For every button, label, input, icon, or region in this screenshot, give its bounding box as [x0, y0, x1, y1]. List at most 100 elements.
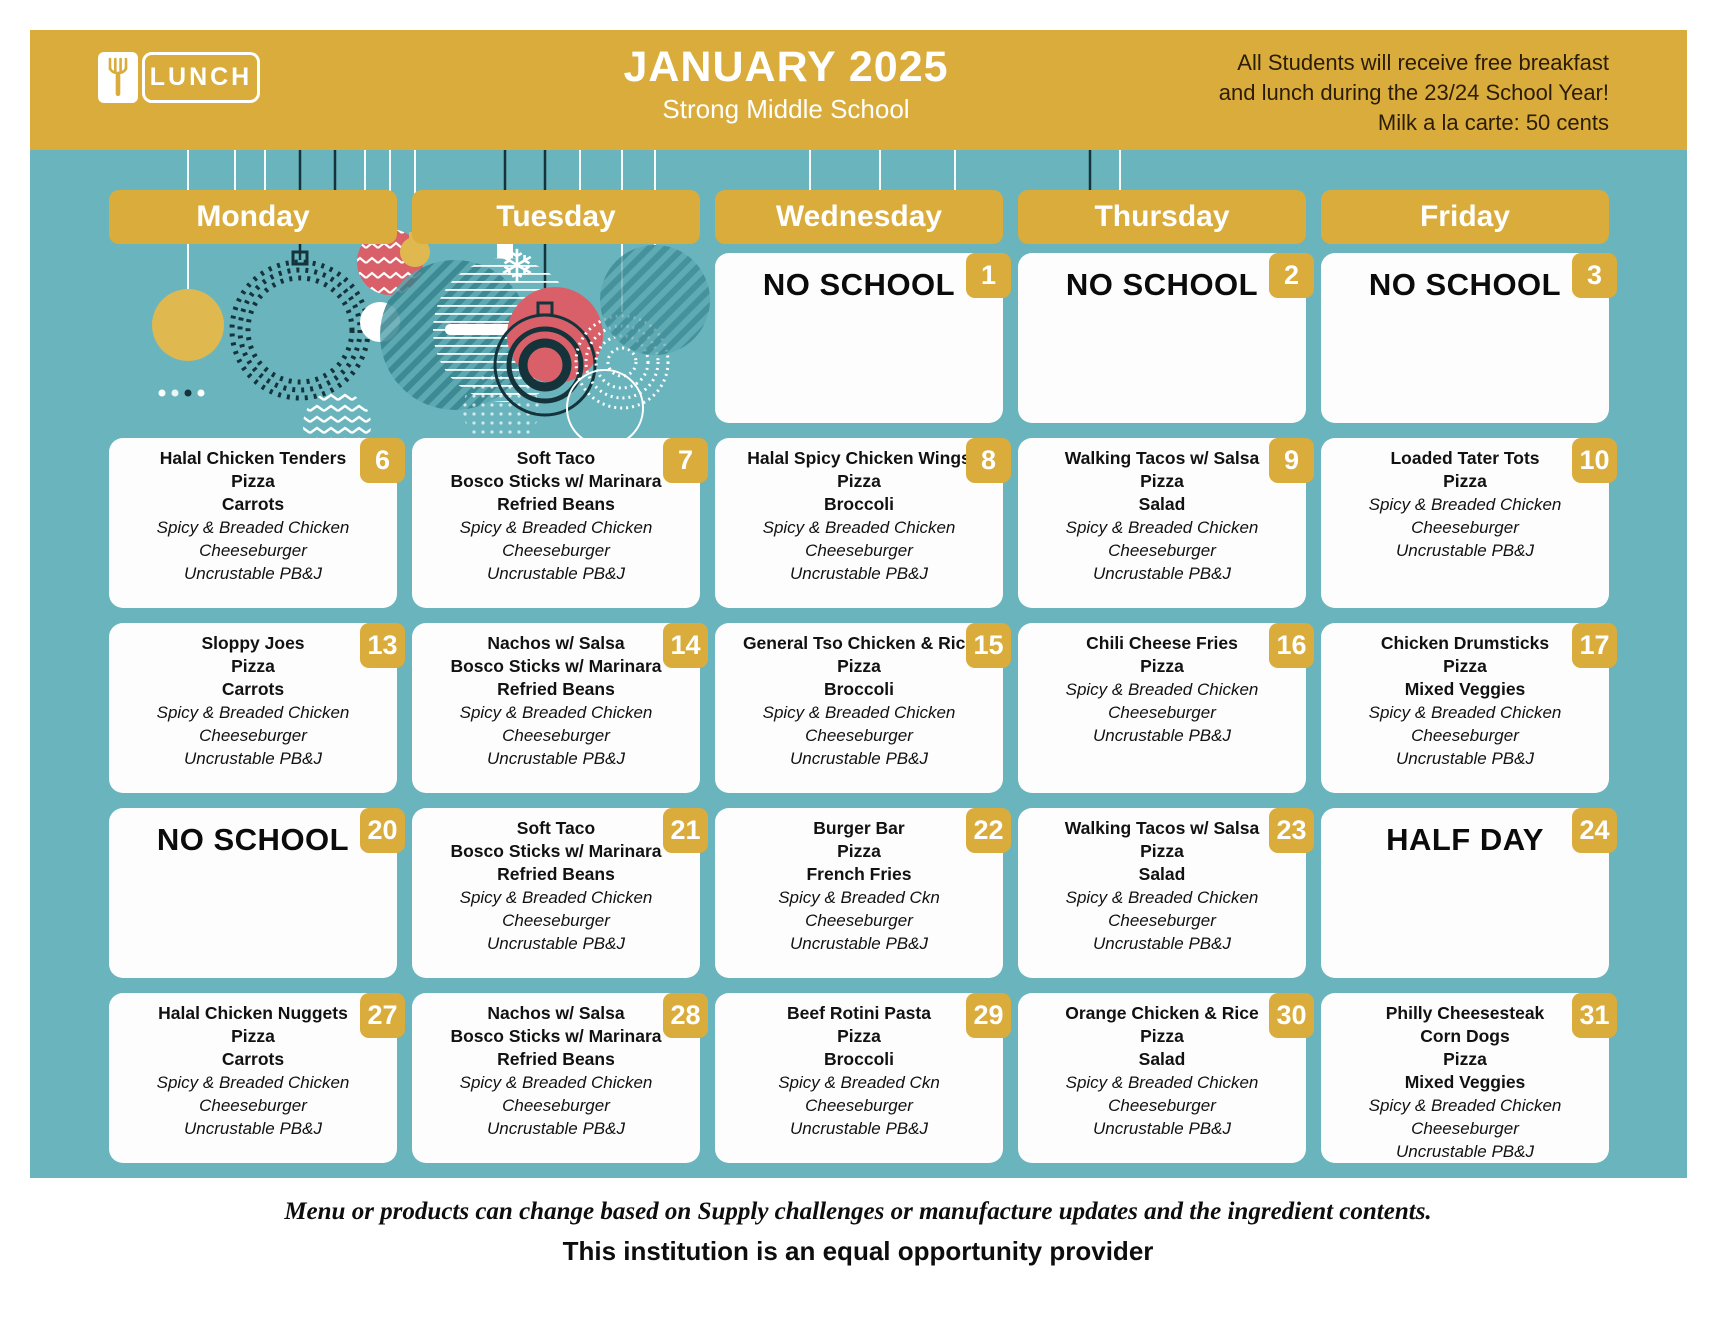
- menu-entree: Pizza: [1140, 1026, 1184, 1046]
- header-bar: LUNCH JANUARY 2025 Strong Middle School …: [30, 30, 1687, 150]
- header-note: All Students will receive free breakfast…: [1219, 48, 1609, 138]
- lunch-logo-label: LUNCH: [149, 63, 253, 91]
- menu-entree: Salad: [1138, 864, 1186, 884]
- special-day-label: NO SCHOOL: [762, 267, 956, 302]
- menu-alternate: Cheeseburger: [1411, 1119, 1519, 1138]
- menu-entree: Pizza: [231, 471, 275, 491]
- day-number-badge: 16: [1269, 623, 1314, 668]
- menu-items: Halal Chicken Nuggets Pizza Carrots Spicy &…: [109, 993, 397, 1140]
- weekday-header-wednesday: Wednesday: [715, 190, 1003, 244]
- menu-entree: Soft Taco: [516, 448, 596, 468]
- menu-alternate: Cheeseburger: [1108, 703, 1216, 722]
- fork-icon-glyph: [108, 57, 128, 96]
- calendar-day-cell-13: 13 Sloppy Joes Pizza Carrots Spicy & Breade…: [109, 623, 405, 793]
- menu-entree: Salad: [1138, 1049, 1186, 1069]
- menu-items: Philly Cheesesteak Corn Dogs Pizza Mixed Ve…: [1321, 993, 1609, 1163]
- menu-alternate: Spicy & Breaded Ckn: [778, 888, 940, 907]
- menu-entree: General Tso Chicken & Rice: [742, 633, 976, 653]
- menu-alternate: Spicy & Breaded Chicken: [459, 888, 653, 907]
- menu-alternate: Cheeseburger: [1108, 541, 1216, 560]
- header-note-line: and lunch during the 23/24 School Year!: [1218, 80, 1609, 105]
- menu-items: General Tso Chicken & Rice Pizza Broccoli S…: [715, 623, 1003, 770]
- calendar-day-cell-28: 28 Nachos w/ Salsa Bosco Sticks w/ Marina…: [412, 993, 708, 1163]
- menu-items: Nachos w/ Salsa Bosco Sticks w/ Marinara R…: [412, 993, 700, 1140]
- day-number-badge: 1: [966, 253, 1011, 298]
- calendar-day-cell-6: 6 Halal Chicken Tenders Pizza Carrots Spicy…: [109, 438, 405, 608]
- menu-items: Soft Taco Bosco Sticks w/ Marinara Refried…: [412, 808, 700, 955]
- menu-entree: Chili Cheese Fries: [1086, 633, 1238, 653]
- menu-alternate: Spicy & Breaded Chicken: [156, 703, 350, 722]
- teal-striped-ball-small-ornament: [600, 245, 710, 355]
- menu-alternate: Cheeseburger: [199, 1096, 307, 1115]
- menu-items: Halal Spicy Chicken Wings Pizza Broccoli Sp…: [715, 438, 1003, 585]
- day-number-badge: 8: [966, 438, 1011, 483]
- weekday-label: Tuesday: [496, 200, 616, 233]
- menu-entree: Refried Beans: [497, 679, 615, 699]
- menu-entree: Burger Bar: [813, 818, 905, 838]
- day-number-badge: 31: [1572, 993, 1617, 1038]
- menu-entree: Philly Cheesesteak: [1385, 1003, 1545, 1023]
- menu-entree: Mixed Veggies: [1404, 679, 1526, 699]
- menu-alternate: Cheeseburger: [805, 541, 913, 560]
- calendar-body: ❄ Mo: [30, 150, 1687, 1178]
- lunch-logo: LUNCH: [142, 52, 260, 103]
- menu-entree: Salad: [1138, 494, 1186, 514]
- snowflake-icon: ❄: [499, 241, 536, 292]
- red-ball-ornament: [507, 287, 603, 383]
- calendar-day-cell-16: 16 Chili Cheese Fries Pizza Spicy & Breade…: [1018, 623, 1314, 793]
- menu-entree: Corn Dogs: [1420, 1026, 1510, 1046]
- menu-entree: Bosco Sticks w/ Marinara: [450, 1026, 662, 1046]
- menu-entree: Broccoli: [823, 494, 895, 514]
- menu-alternate: Spicy & Breaded Chicken: [1368, 495, 1562, 514]
- menu-alternate: Uncrustable PB&J: [1093, 564, 1231, 583]
- header-note-line: All Students will receive free breakfast: [1237, 50, 1609, 75]
- menu-entree: Refried Beans: [497, 494, 615, 514]
- menu-alternate: Uncrustable PB&J: [184, 749, 322, 768]
- calendar-day-cell-10: 10 Loaded Tater Tots Pizza Spicy & Breaded…: [1321, 438, 1617, 608]
- calendar-day-cell-31: 31 Philly Cheesesteak Corn Dogs Pizza Mixed…: [1321, 993, 1617, 1163]
- menu-alternate: Cheeseburger: [805, 1096, 913, 1115]
- calendar-day-cell-27: 27 Halal Chicken Nuggets Pizza Carrots Spic…: [109, 993, 405, 1163]
- menu-alternate: Uncrustable PB&J: [790, 1119, 928, 1138]
- menu-alternate: Uncrustable PB&J: [1093, 726, 1231, 745]
- title-block: JANUARY 2025 Strong Middle School: [623, 42, 948, 126]
- menu-items: Soft Taco Bosco Sticks w/ Marinara Refried…: [412, 438, 700, 585]
- menu-entree: Carrots: [221, 494, 285, 514]
- weekday-header-friday: Friday: [1321, 190, 1609, 244]
- day-number-badge: 2: [1269, 253, 1314, 298]
- menu-entree: Walking Tacos w/ Salsa: [1064, 448, 1260, 468]
- menu-alternate: Uncrustable PB&J: [1396, 1142, 1534, 1161]
- menu-entree: Orange Chicken & Rice: [1065, 1003, 1259, 1023]
- calendar-day-cell-17: 17 Chicken Drumsticks Pizza Mixed Veggies S…: [1321, 623, 1617, 793]
- menu-alternate: Spicy & Breaded Chicken: [1065, 518, 1259, 537]
- menu-alternate: Cheeseburger: [502, 726, 610, 745]
- menu-alternate: Uncrustable PB&J: [1093, 934, 1231, 953]
- calendar-day-cell-2: 2 NO SCHOOL: [1018, 253, 1314, 423]
- menu-alternate: Cheeseburger: [199, 541, 307, 560]
- day-number-badge: 10: [1572, 438, 1617, 483]
- thin-ring-ornament: [566, 369, 644, 447]
- menu-alternate: Spicy & Breaded Chicken: [459, 703, 653, 722]
- menu-items: Walking Tacos w/ Salsa Pizza Salad Spicy & …: [1018, 438, 1306, 585]
- lined-ball-ornament: [433, 244, 577, 402]
- weekday-header-tuesday: Tuesday: [412, 190, 700, 244]
- menu-entree: Carrots: [221, 679, 285, 699]
- footer-provider-statement: This institution is an equal opportunity…: [562, 1236, 1154, 1266]
- menu-items: Chili Cheese Fries Pizza Spicy & Breaded C…: [1018, 623, 1306, 747]
- day-number-badge: 21: [663, 808, 708, 853]
- day-number-badge: 15: [966, 623, 1011, 668]
- menu-alternate: Cheeseburger: [1108, 911, 1216, 930]
- menu-alternate: Cheeseburger: [1411, 726, 1519, 745]
- day-number-badge: 29: [966, 993, 1011, 1038]
- menu-entree: Pizza: [837, 1026, 881, 1046]
- menu-items: Orange Chicken & Rice Pizza Salad Spicy & B…: [1018, 993, 1306, 1140]
- menu-entree: Pizza: [231, 1026, 275, 1046]
- menu-alternate: Spicy & Breaded Chicken: [762, 703, 956, 722]
- menu-entree: Pizza: [231, 656, 275, 676]
- header-note-line: Milk a la carte: 50 cents: [1377, 110, 1609, 135]
- menu-entree: Pizza: [837, 471, 881, 491]
- calendar-day-cell-3: 3 NO SCHOOL: [1321, 253, 1617, 423]
- menu-alternate: Uncrustable PB&J: [487, 934, 625, 953]
- calendar-day-cell-7: 7 Soft Taco Bosco Sticks w/ Marinara Refri…: [412, 438, 708, 608]
- day-number-badge: 17: [1572, 623, 1617, 668]
